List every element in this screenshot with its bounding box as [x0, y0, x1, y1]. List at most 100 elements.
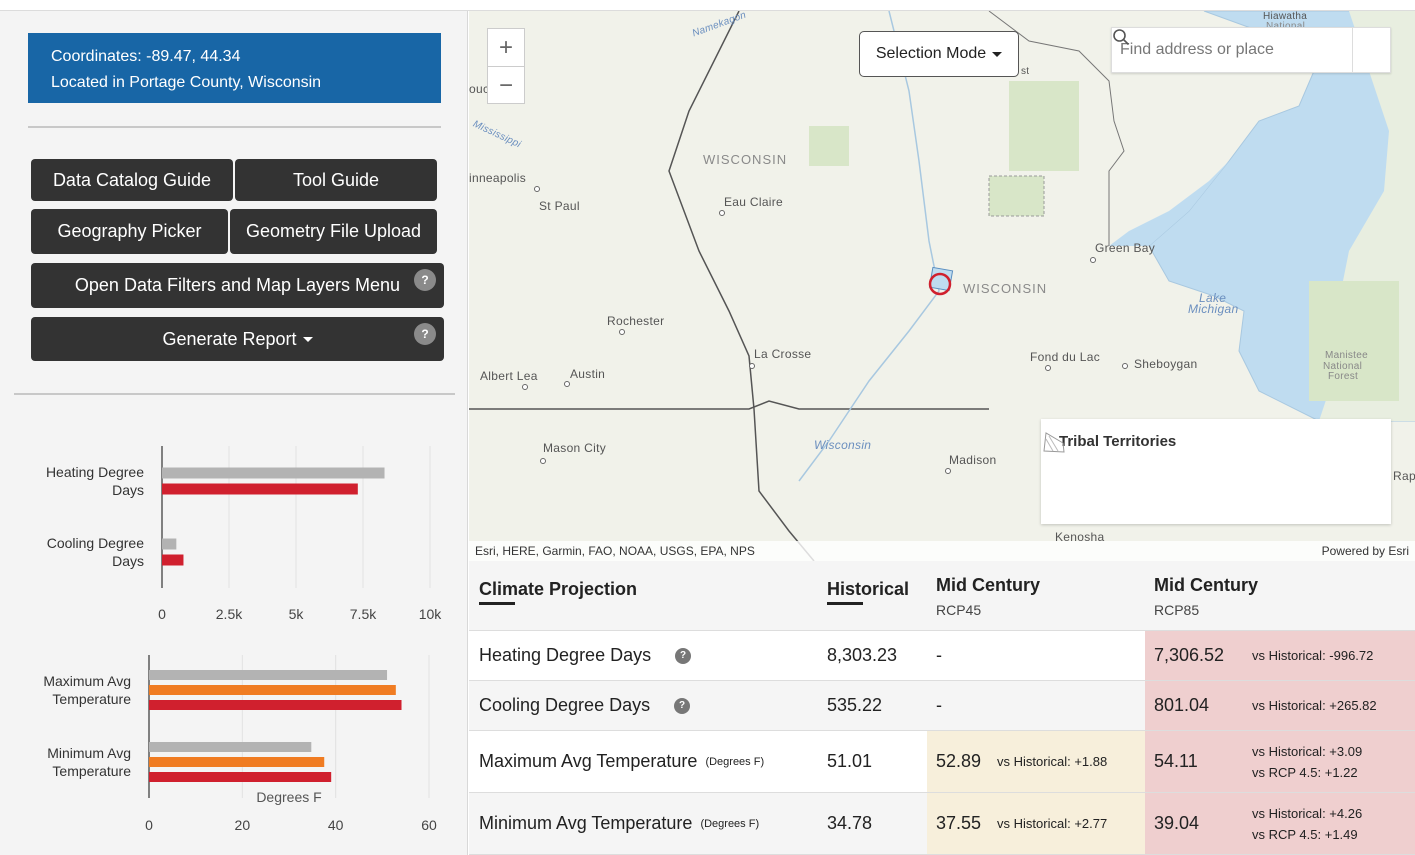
- table-row: Heating Degree Days? 8,303.23 - 7,306.52 vs …: [469, 631, 1415, 681]
- bar[interactable]: [149, 772, 332, 782]
- table-row: Cooling Degree Days? 535.22 - 801.04 vs Hist…: [469, 681, 1415, 731]
- map-legend: Tribal Territories: [1041, 419, 1391, 524]
- category-label: Minimum Avg Temperature: [47, 745, 131, 779]
- row-name: Heating Degree Days: [479, 645, 652, 665]
- historical-cell: 51.01: [827, 731, 872, 792]
- zoom-in-button[interactable]: +: [488, 29, 524, 67]
- historical-value: 34.78: [827, 813, 873, 833]
- city-label: Rochester: [607, 314, 665, 328]
- geometry-file-upload-button[interactable]: Geometry File Upload: [230, 209, 437, 254]
- map[interactable]: WISCONSIN WISCONSIN inneapolis St Paul E…: [469, 11, 1415, 561]
- forest-label: Forest: [1328, 371, 1359, 382]
- row-unit: (Degrees F): [700, 817, 760, 830]
- rcp45-vs-historical: vs Historical: +1.88: [997, 754, 1108, 769]
- header-rcp45-title: Mid Century: [936, 575, 1041, 595]
- geometry-file-upload-label: Geometry File Upload: [245, 221, 422, 241]
- bar[interactable]: [149, 757, 325, 767]
- header-underline: [479, 602, 515, 605]
- legend-title: Tribal Territories: [1059, 433, 1177, 450]
- search-box: [1111, 27, 1391, 73]
- map-attribution: Esri, HERE, Garmin, FAO, NOAA, USGS, EPA…: [469, 541, 1415, 561]
- city-label: Madison: [949, 453, 997, 467]
- city-marker: [564, 381, 570, 387]
- rcp45-value: 52.89: [936, 751, 982, 771]
- rcp45-vs-historical: vs Historical: +2.77: [997, 816, 1108, 831]
- city-label: Sheboygan: [1134, 357, 1198, 371]
- historical-cell: 8,303.23: [827, 631, 897, 680]
- temperature-chart: Maximum Avg Temperature Minimum Avg Tempera…: [43, 655, 437, 833]
- rcp85-value: 54.11: [1154, 751, 1198, 771]
- located-in-text: Located in Portage County, Wisconsin: [51, 74, 322, 91]
- city-label: Green Bay: [1095, 241, 1156, 255]
- header-rcp45-sub: RCP45: [936, 602, 982, 618]
- header-projection: Climate Projection: [479, 579, 638, 599]
- help-icon[interactable]: ?: [414, 323, 436, 345]
- help-icon[interactable]: ?: [414, 269, 436, 291]
- city-marker: [522, 384, 528, 390]
- row-name: Maximum Avg Temperature: [479, 751, 698, 771]
- search-button[interactable]: [1113, 28, 1390, 72]
- rcp85-cell: 39.04 vs Historical: +4.26 vs RCP 4.5: +1.…: [1145, 793, 1415, 854]
- rcp85-vs-historical: vs Historical: +265.82: [1252, 698, 1377, 713]
- city-label: La Crosse: [754, 347, 812, 361]
- rcp45-cell: -: [927, 631, 1145, 680]
- rcp85-cell: 7,306.52 vs Historical: -996.72: [1145, 631, 1415, 680]
- selection-mode-label: Selection Mode: [875, 45, 987, 62]
- state-label: WISCONSIN: [703, 152, 788, 167]
- bar[interactable]: [149, 685, 396, 695]
- x-axis-label: Degrees F: [256, 789, 321, 805]
- help-icon[interactable]: ?: [674, 697, 691, 714]
- chevron-down-icon: [992, 51, 1003, 57]
- help-icon[interactable]: ?: [675, 647, 692, 664]
- header-rcp85: Mid Century RCP85: [1154, 575, 1258, 618]
- left-panel: Coordinates: -89.47, 44.34 Located in Po…: [0, 11, 468, 855]
- rcp85-cell: 801.04 vs Historical: +265.82: [1145, 681, 1415, 730]
- search-icon: [1113, 29, 1130, 46]
- zoom-control: + −: [487, 28, 525, 104]
- water-label: Lake: [1199, 291, 1227, 305]
- category-label: Maximum Avg Temperature: [43, 673, 131, 707]
- water-label: Wisconsin: [814, 438, 872, 452]
- rcp85-vs: vs Historical: -996.72: [1252, 645, 1373, 666]
- row-name-cell: Cooling Degree Days?: [479, 681, 691, 730]
- zoom-out-button[interactable]: −: [498, 72, 513, 99]
- bar[interactable]: [149, 700, 402, 710]
- generate-report-button[interactable]: Generate Report ?: [31, 317, 444, 361]
- bar[interactable]: [162, 554, 184, 566]
- open-data-filters-button[interactable]: Open Data Filters and Map Layers Menu ?: [31, 263, 444, 308]
- geography-picker-button[interactable]: Geography Picker: [31, 209, 228, 254]
- historical-value: 8,303.23: [827, 645, 898, 665]
- x-tick-label: 40: [328, 817, 344, 833]
- bar[interactable]: [162, 467, 385, 479]
- x-tick-label: 2.5k: [216, 606, 243, 622]
- x-tick-label: 10k: [419, 606, 443, 622]
- x-tick-label: 5k: [289, 606, 305, 622]
- bar[interactable]: [162, 483, 358, 495]
- search-input[interactable]: [1112, 28, 1353, 72]
- city-label: Kenosha: [1055, 530, 1105, 544]
- rcp85-vs: vs Historical: +4.26 vs RCP 4.5: +1.49: [1252, 803, 1362, 845]
- rcp45-cell: 52.89 vs Historical: +1.88: [927, 731, 1145, 792]
- city-marker: [540, 458, 546, 464]
- bar[interactable]: [149, 670, 388, 680]
- x-tick-label: 7.5k: [350, 606, 377, 622]
- city-label: Mason City: [543, 441, 607, 455]
- powered-by-link[interactable]: Powered by Esri: [1321, 544, 1409, 558]
- header-historical: Historical: [827, 579, 910, 599]
- header-rcp85-sub: RCP85: [1154, 602, 1200, 618]
- city-label: Albert Lea: [480, 369, 538, 383]
- tool-guide-button[interactable]: Tool Guide: [235, 159, 437, 201]
- geography-picker-label: Geography Picker: [57, 221, 202, 241]
- selection-mode-dropdown[interactable]: Selection Mode: [859, 31, 1019, 77]
- bar[interactable]: [162, 538, 177, 550]
- map-basemap: [469, 11, 1415, 561]
- data-catalog-guide-button[interactable]: Data Catalog Guide: [31, 159, 233, 201]
- rcp45-value: -: [936, 695, 942, 715]
- location-state-label: WISCONSIN: [963, 281, 1048, 296]
- rcp85-vs: vs Historical: +265.82: [1252, 695, 1377, 716]
- row-name-cell: Heating Degree Days?: [479, 631, 692, 680]
- header-underline: [827, 602, 863, 605]
- attribution-text: Esri, HERE, Garmin, FAO, NOAA, USGS, EPA…: [475, 544, 755, 558]
- row-name: Cooling Degree Days: [479, 695, 651, 715]
- bar[interactable]: [149, 742, 312, 752]
